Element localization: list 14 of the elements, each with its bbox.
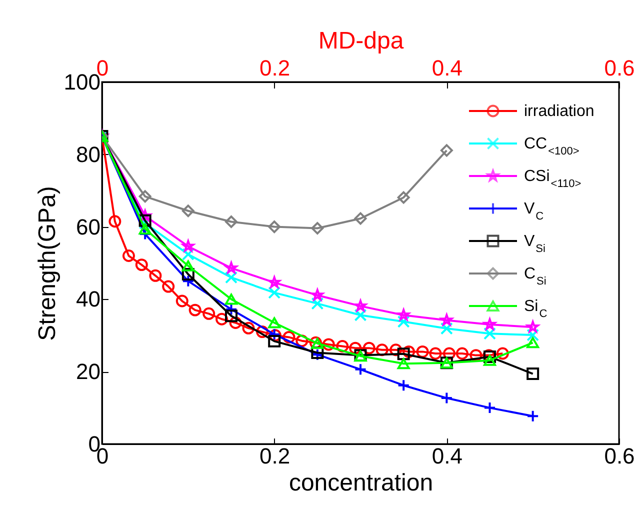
x-axis-title: concentration [288,470,434,496]
x-tick-label: 0.6 [604,444,635,468]
x2-tick-label: 0.6 [604,56,635,80]
x2-axis-title: MD-dpa [318,28,404,54]
x-tick-label: 0.4 [432,444,462,468]
y-tick-label: 80 [76,142,100,167]
legend-label: irradiation [524,103,594,120]
y-tick-label: 40 [76,286,100,312]
x-tick-label: 0.2 [260,444,290,468]
x2-tick-label: 0.2 [260,56,290,80]
y-tick-label: 20 [76,359,100,384]
x2-tick-label: 0.4 [432,56,462,80]
y-tick-label: 60 [76,214,100,240]
y-axis-title: Strength(GPa) [34,186,61,341]
